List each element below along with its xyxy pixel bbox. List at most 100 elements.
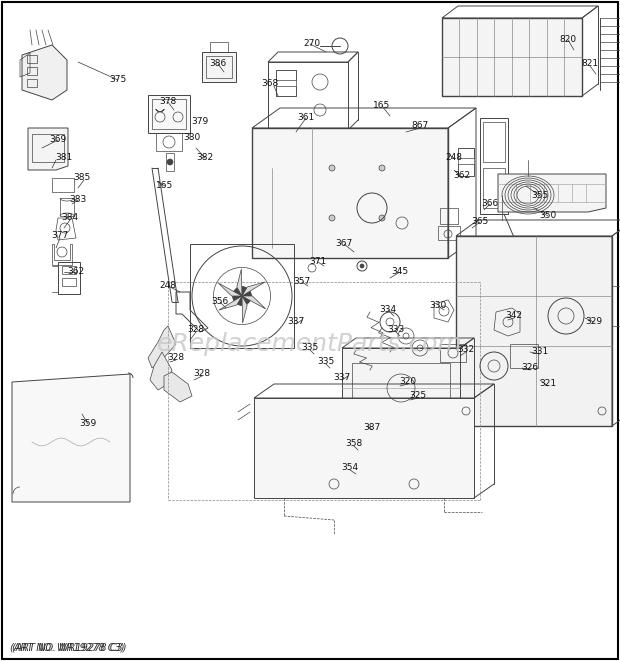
Bar (440, 344, 466, 362)
Circle shape (379, 215, 385, 221)
Text: 375: 375 (109, 75, 126, 85)
Bar (276, 70, 296, 96)
Polygon shape (148, 326, 176, 368)
Text: 369: 369 (50, 136, 66, 145)
Polygon shape (252, 128, 448, 258)
Text: 350: 350 (539, 212, 557, 221)
Bar (52, 178, 74, 192)
Bar (190, 244, 294, 348)
Text: 386: 386 (210, 59, 227, 69)
Text: 335: 335 (301, 344, 319, 352)
Circle shape (232, 287, 251, 305)
Bar (148, 95, 190, 133)
Bar (483, 168, 505, 208)
Text: 356: 356 (211, 297, 229, 307)
Polygon shape (237, 269, 242, 296)
Text: 328: 328 (193, 369, 211, 379)
Polygon shape (456, 236, 612, 426)
Polygon shape (342, 348, 460, 428)
Text: 165: 165 (373, 102, 391, 110)
Bar (458, 148, 474, 176)
Bar (480, 118, 508, 214)
Bar (58, 262, 80, 294)
Bar (458, 148, 474, 158)
Text: 357: 357 (293, 278, 311, 286)
Polygon shape (498, 174, 606, 212)
Text: 366: 366 (481, 200, 498, 208)
Polygon shape (242, 282, 265, 296)
Text: 820: 820 (559, 36, 577, 44)
Text: 383: 383 (69, 196, 87, 204)
Text: 359: 359 (79, 420, 97, 428)
Bar (206, 56, 232, 78)
Polygon shape (219, 296, 242, 310)
Polygon shape (242, 296, 247, 323)
Text: 371: 371 (309, 258, 327, 266)
Text: 332: 332 (458, 346, 474, 354)
Text: 377: 377 (51, 231, 69, 241)
Text: 365: 365 (471, 217, 489, 227)
Text: 867: 867 (412, 122, 428, 130)
Circle shape (167, 159, 173, 165)
Bar (440, 208, 458, 224)
Bar (202, 52, 236, 82)
Bar (32, 134, 64, 162)
Text: 382: 382 (197, 153, 213, 163)
Bar (166, 153, 174, 171)
Text: 342: 342 (505, 311, 523, 321)
Text: 320: 320 (399, 377, 417, 387)
Text: 321: 321 (539, 379, 557, 389)
Polygon shape (242, 296, 266, 309)
Text: 325: 325 (409, 391, 427, 401)
Text: 329: 329 (585, 317, 603, 327)
Circle shape (329, 215, 335, 221)
Text: 335: 335 (317, 358, 335, 366)
Text: 328: 328 (187, 325, 205, 334)
Text: eReplacementParts.com: eReplacementParts.com (157, 332, 463, 356)
Bar (152, 99, 186, 129)
Bar (458, 164, 474, 176)
Text: 378: 378 (159, 98, 177, 106)
Text: 326: 326 (521, 364, 539, 373)
Bar (352, 363, 450, 413)
Text: 354: 354 (342, 463, 358, 473)
Bar (60, 198, 74, 216)
Text: (ART NO. WR19278 C3): (ART NO. WR19278 C3) (12, 642, 126, 652)
Text: 165: 165 (156, 182, 174, 190)
Bar (156, 133, 182, 151)
Text: 355: 355 (531, 192, 549, 200)
Text: 385: 385 (73, 173, 91, 182)
Bar (27, 79, 37, 87)
Text: 368: 368 (262, 79, 278, 89)
Polygon shape (150, 352, 172, 390)
Text: 361: 361 (298, 114, 314, 122)
Text: 387: 387 (363, 424, 381, 432)
Text: 331: 331 (531, 348, 549, 356)
Bar (27, 67, 37, 75)
Text: (ART NO. WR19278 C3): (ART NO. WR19278 C3) (10, 642, 125, 652)
Text: 328: 328 (167, 354, 185, 362)
Bar (438, 226, 460, 240)
Circle shape (379, 165, 385, 171)
Polygon shape (28, 128, 68, 170)
Bar (483, 122, 505, 162)
Text: 248: 248 (446, 153, 463, 163)
Polygon shape (12, 374, 130, 502)
Bar (510, 344, 538, 368)
Text: 248: 248 (159, 282, 177, 290)
Text: 380: 380 (184, 134, 201, 143)
Bar (27, 55, 37, 63)
Text: 379: 379 (192, 118, 208, 126)
Bar (276, 70, 296, 80)
Text: 337: 337 (334, 373, 351, 383)
Text: 334: 334 (379, 305, 397, 315)
Text: 358: 358 (345, 440, 363, 449)
Text: 345: 345 (391, 268, 409, 276)
Bar (62, 266, 76, 274)
Bar (62, 278, 76, 286)
Text: 381: 381 (55, 153, 73, 163)
Text: 270: 270 (303, 40, 321, 48)
Text: 330: 330 (430, 301, 446, 311)
Bar (276, 86, 296, 96)
Text: 362: 362 (453, 171, 471, 180)
